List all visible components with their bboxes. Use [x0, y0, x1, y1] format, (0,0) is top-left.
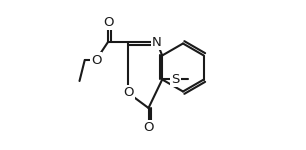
Text: O: O: [103, 16, 113, 29]
Text: O: O: [91, 54, 101, 66]
Text: O: O: [123, 87, 133, 99]
Text: S: S: [172, 73, 180, 86]
Text: N: N: [152, 36, 162, 48]
Text: O: O: [143, 121, 154, 134]
